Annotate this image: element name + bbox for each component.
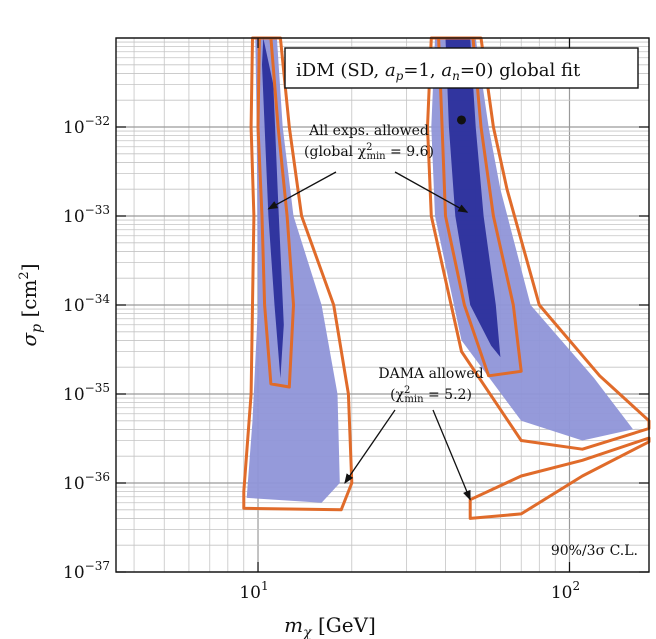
cl-label: 90%/3σ C.L. — [551, 543, 638, 559]
y-tick-label: 10−33 — [63, 203, 110, 227]
annotation-dama-allowed: DAMA allowed (χ2 min = 5.2) — [344, 366, 484, 501]
x-tick-label: 101 — [239, 579, 268, 603]
annotation-line2: (χ2 min = 5.2) — [390, 385, 472, 405]
y-axis-label: σp [cm2] — [17, 263, 45, 346]
annotation-line2: (global χ2 min = 9.6) — [304, 142, 434, 162]
y-tick-label: 10−37 — [63, 559, 110, 583]
annotation-arrow — [267, 171, 337, 210]
annotation-arrow — [394, 171, 469, 213]
annotation-line1: DAMA allowed — [378, 366, 483, 382]
y-tick-label: 10−34 — [63, 292, 110, 316]
annotation-line1: All exps. allowed — [308, 123, 429, 139]
y-tick-label: 10−32 — [63, 114, 110, 138]
confidence-region — [431, 38, 646, 441]
x-axis-label: mχ [GeV] — [284, 613, 376, 639]
annotation-arrow — [344, 409, 396, 484]
contour-line — [242, 36, 354, 512]
annotations: All exps. allowed (global χ2 min = 9.6) DAM… — [267, 123, 484, 501]
y-tick-label: 10−36 — [63, 470, 110, 494]
contour-line — [437, 36, 523, 378]
annotation-all-allowed: All exps. allowed (global χ2 min = 9.6) — [267, 123, 469, 213]
x-tick-label: 102 — [551, 579, 580, 603]
legend-title: iDM (SD, ap=1, an=0) global fit — [284, 47, 639, 89]
annotation-arrow — [432, 409, 471, 501]
y-tick-label: 10−35 — [63, 381, 110, 405]
best-fit-point — [456, 115, 466, 125]
svg-text:iDM (SD, ap=1, an=0) global fi: iDM (SD, ap=1, an=0) global fit — [296, 60, 581, 83]
contour-line — [256, 36, 295, 389]
axis-ticks: 10−32 10−33 10−34 10−35 10−36 10−37 101 102 — [63, 38, 649, 603]
